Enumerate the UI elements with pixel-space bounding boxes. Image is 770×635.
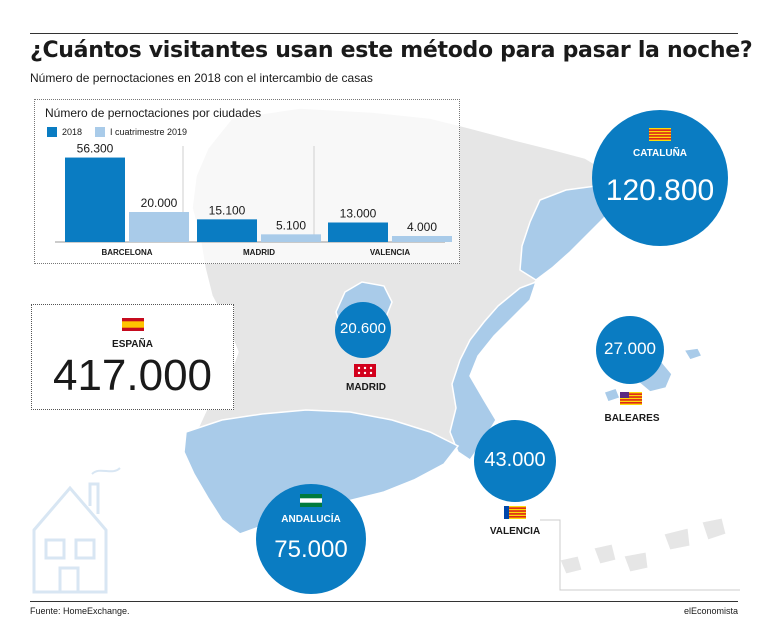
bar-chart-title: Número de pernoctaciones por ciudades xyxy=(45,106,262,120)
legend-label-2019: I cuatrimestre 2019 xyxy=(110,127,188,137)
region-andalucia xyxy=(183,409,460,535)
madrid-flag-icon xyxy=(354,364,376,377)
bar-value-label-valencia-2018: 13.000 xyxy=(340,207,377,221)
bubble-valencia-value: 43.000 xyxy=(484,449,546,471)
bubble-baleares-value: 27.000 xyxy=(604,339,656,358)
spain-flag-icon xyxy=(122,318,144,331)
andalusia-flag-icon xyxy=(300,494,322,507)
bubble-andalucia: ANDALUCÍA 75.000 xyxy=(256,484,366,594)
bar-valencia-2018 xyxy=(328,222,388,242)
top-rule xyxy=(30,33,738,34)
valencia-label: VALENCIA xyxy=(489,526,541,537)
region-baleares-ibiza xyxy=(603,387,621,403)
canary-islands xyxy=(559,517,727,575)
bubble-madrid-value: 20.600 xyxy=(340,320,386,337)
region-baleares-menorca xyxy=(682,347,704,361)
bubble-cataluna-name: CATALUÑA xyxy=(632,148,688,159)
category-label-valencia: VALENCIA xyxy=(370,248,411,257)
bar-valencia-2019 xyxy=(392,236,452,242)
bar-chart-plot: 56.300 20.000 BARCELONA 15.100 5.100 MADRID 13… xyxy=(55,142,452,257)
spain-total-value: 417.000 xyxy=(52,351,213,400)
bar-value-label-valencia-2019: 4.000 xyxy=(407,220,437,234)
legend-swatch-2019 xyxy=(95,127,105,137)
chart-title: ¿Cuántos visitantes usan este método par… xyxy=(30,38,753,63)
bar-value-label-madrid-2018: 15.100 xyxy=(209,203,246,217)
bar-value-label-madrid-2019: 5.100 xyxy=(276,218,306,232)
spain-total-label: ESPAÑA xyxy=(112,339,153,350)
bar-value-label-barcelona-2018: 56.300 xyxy=(77,142,114,156)
bubble-andalucia-name: ANDALUCÍA xyxy=(281,514,341,525)
valencia-flag-icon xyxy=(504,506,526,519)
bubble-madrid: 20.600 xyxy=(335,302,391,358)
chart-subtitle: Número de pernoctaciones en 2018 con el … xyxy=(30,71,373,85)
legend-label-2018: 2018 xyxy=(62,127,83,137)
bar-madrid-2018 xyxy=(197,219,257,242)
bubble-cataluna-value: 120.800 xyxy=(605,174,715,207)
legend-swatch-2018 xyxy=(47,127,57,137)
baleares-label: BALEARES xyxy=(604,413,660,424)
city-bar-chart: Número de pernoctaciones por ciudades 20… xyxy=(34,99,460,264)
category-label-madrid: MADRID xyxy=(243,248,275,257)
bubble-andalucia-value: 75.000 xyxy=(274,536,348,563)
bar-barcelona-2019 xyxy=(129,212,189,242)
bubble-valencia: 43.000 xyxy=(474,420,556,502)
bubble-cataluna: CATALUÑA 120.800 xyxy=(592,110,728,246)
bar-barcelona-2018 xyxy=(65,157,125,242)
brand-name: elEconomista xyxy=(683,606,738,616)
source-note: Fuente: HomeExchange. xyxy=(30,606,130,616)
bar-value-label-barcelona-2019: 20.000 xyxy=(141,196,178,210)
bubble-baleares: 27.000 xyxy=(596,316,664,384)
category-label-barcelona: BARCELONA xyxy=(101,248,152,257)
madrid-label: MADRID xyxy=(346,382,386,393)
canary-inset-frame xyxy=(540,519,740,591)
catalonia-flag-icon xyxy=(649,128,671,141)
house-icon xyxy=(32,467,121,594)
bottom-rule xyxy=(30,601,738,602)
bar-madrid-2019 xyxy=(261,234,321,242)
balearic-flag-icon xyxy=(620,392,642,405)
spain-total-box: ESPAÑA 417.000 xyxy=(31,304,234,410)
